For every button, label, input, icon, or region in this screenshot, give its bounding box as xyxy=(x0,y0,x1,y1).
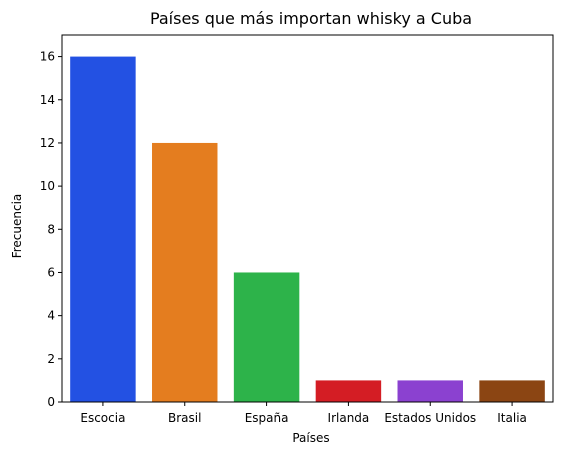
bar-escocia xyxy=(70,56,136,403)
bar-irlanda xyxy=(315,380,382,402)
y-tick-label: 10 xyxy=(40,179,55,193)
x-tick-label: Italia xyxy=(497,411,527,425)
bar-italia xyxy=(479,380,545,402)
y-tick-label: 4 xyxy=(47,309,55,323)
bar-brasil xyxy=(152,142,218,403)
y-tick-label: 16 xyxy=(40,50,55,64)
y-tick-label: 12 xyxy=(40,136,55,150)
x-tick-label: Brasil xyxy=(168,411,201,425)
y-axis: 0 2 4 6 8 10 12 14 16 xyxy=(40,50,62,409)
x-axis: Escocia Brasil España Irlanda Estados Unidos… xyxy=(80,402,527,425)
bar-estados-unidos xyxy=(397,380,463,402)
chart-title: Países que más importan whisky a Cuba xyxy=(150,9,472,28)
y-tick-label: 0 xyxy=(47,395,55,409)
x-tick-label: España xyxy=(245,411,289,425)
y-tick-label: 6 xyxy=(47,265,55,279)
plot-area xyxy=(61,34,554,403)
x-tick-label: Irlanda xyxy=(328,411,370,425)
x-tick-label: Estados Unidos xyxy=(384,411,476,425)
x-axis-label: Países xyxy=(292,431,329,445)
y-tick-label: 14 xyxy=(40,93,55,107)
y-tick-label: 8 xyxy=(47,222,55,236)
bar-españa xyxy=(233,272,300,402)
y-tick-label: 2 xyxy=(47,352,55,366)
plot-frame xyxy=(61,34,554,403)
y-axis-label: Frecuencia xyxy=(10,194,24,259)
x-tick-label: Escocia xyxy=(80,411,125,425)
